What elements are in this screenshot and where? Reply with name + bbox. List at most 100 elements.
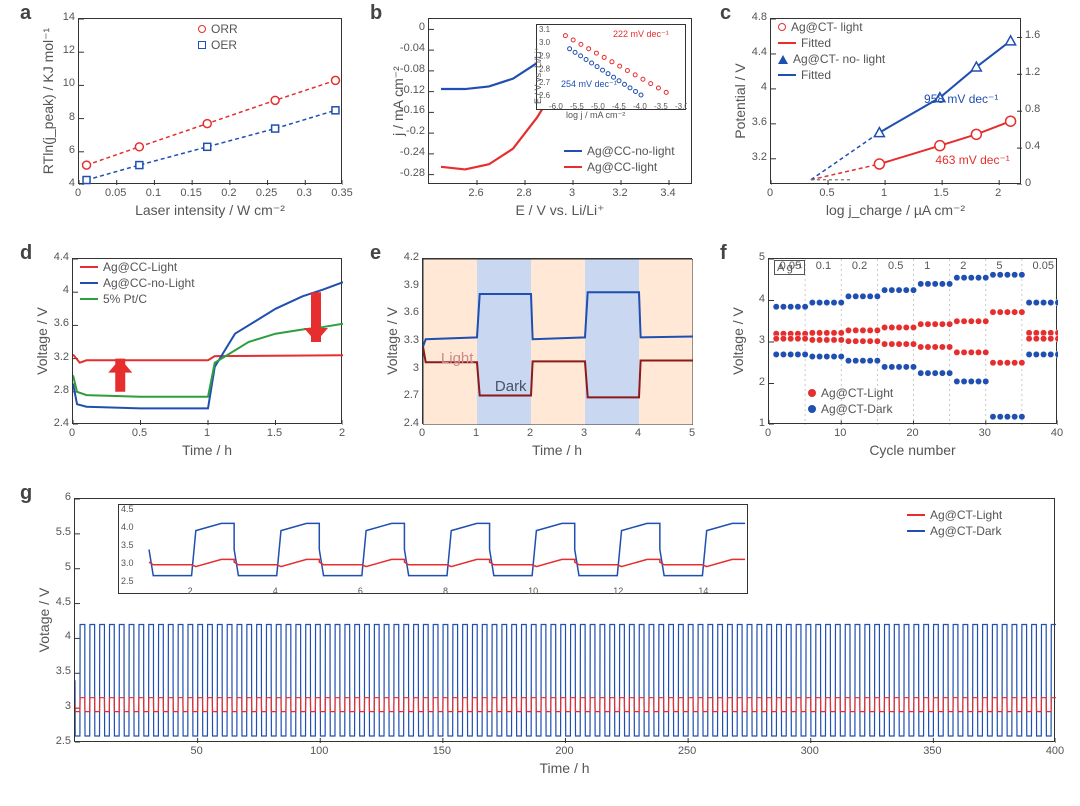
rate-label: 1 [924,260,930,272]
svg-text:-4.0: -4.0 [633,102,647,111]
xtick: 2.8 [509,187,539,199]
panel-label: a [20,2,31,25]
ylabel: j / mA cm⁻² [390,18,407,184]
xtick: 0.15 [176,187,206,199]
rate-label: 5 [996,260,1002,272]
legend-item: Ag@CC-no-light [564,144,675,158]
legend-label: Ag@CC-no-light [587,144,675,158]
panel-d: d00.511.522.42.83.23.644.4Time / hVoltag… [20,246,350,466]
svg-text:6: 6 [358,586,363,595]
ylabel: RTln(j_peak) / KJ mol⁻¹ [40,18,57,184]
rate-label: 0.05 [1033,260,1054,272]
legend-swatch [80,282,98,284]
legend: Ag@CC-no-light Ag@CC-light [564,144,675,176]
inset: 2.62.72.82.93.03.1-6.0-5.5-5.0-4.5-4.0-3… [536,24,686,110]
legend-item: 5% Pt/C [80,292,195,306]
legend: Ag@CT-Light Ag@CT-Dark [808,386,893,418]
legend-label: Fitted [801,68,831,82]
xtick: 100 [304,745,334,757]
legend-label: Ag@CT-Dark [930,524,1002,538]
legend-item: Fitted [778,36,885,50]
ytick2: 0.4 [1025,140,1040,152]
xtick: 0.2 [214,187,244,199]
panel-g: g501001502002503003504002.533.544.555.56… [20,486,1065,786]
legend-label: Ag@CC-no-Light [103,276,195,290]
rate-label: 0.5 [888,260,903,272]
rate-label: 0.05 [780,260,801,272]
annot-red: 463 mV dec⁻¹ [935,153,1009,167]
panel-label: g [20,482,32,505]
svg-text:254 mV dec⁻¹: 254 mV dec⁻¹ [561,79,617,89]
xtick: 20 [898,427,928,439]
xtick: 0.1 [138,187,168,199]
svg-text:4.5: 4.5 [121,505,134,514]
legend-item: Ag@CT-Light [808,386,893,400]
rate-label: 0.1 [816,260,831,272]
legend: ORR OER [198,22,238,54]
legend-item: ORR [198,22,238,36]
svg-text:14: 14 [698,586,708,595]
svg-text:10: 10 [528,586,538,595]
legend-marker [778,23,786,31]
legend-item: Ag@CC-light [564,160,675,174]
xlabel: Cycle number [768,442,1057,458]
svg-text:-3.0: -3.0 [675,102,687,111]
legend: Ag@CT-Light Ag@CT-Dark [905,506,1004,542]
xlabel: Time / h [74,760,1055,776]
xtick: 3.4 [653,187,683,199]
legend-swatch [778,74,796,76]
legend-item: Ag@CT- light [778,20,885,34]
xtick: 40 [1042,427,1072,439]
xtick: 1.5 [260,427,290,439]
svg-text:222 mV dec⁻¹: 222 mV dec⁻¹ [613,29,669,39]
legend-item: Ag@CT- no- light [778,52,885,66]
legend-label: ORR [211,22,238,36]
stripe-label: Dark [495,378,527,395]
legend-item: OER [198,38,238,52]
legend-item: Fitted [778,68,885,82]
panel-label: d [20,242,32,265]
legend-item: Ag@CT-Dark [808,402,893,416]
panel-e: e0123452.42.733.33.63.94.2Time / hVoltag… [370,246,700,466]
xtick: 150 [427,745,457,757]
xtick: 1 [461,427,491,439]
rate-label: 2 [960,260,966,272]
xtick: 350 [917,745,947,757]
legend-label: Ag@CT- light [791,20,863,34]
xtick: 0.25 [252,187,282,199]
svg-text:3.5: 3.5 [121,540,134,550]
legend-label: 5% Pt/C [103,292,147,306]
xtick: 0.5 [125,427,155,439]
xtick: 10 [825,427,855,439]
xtick: 30 [970,427,1000,439]
svg-text:4: 4 [273,586,278,595]
xtick: 3 [569,427,599,439]
legend-swatch [564,166,582,168]
xtick: 0 [755,187,785,199]
legend: Ag@CC-Light Ag@CC-no-Light 5% Pt/C [80,260,195,308]
svg-text:3.0: 3.0 [121,558,134,568]
xlabel: Time / h [72,442,342,458]
ytick2: 0.8 [1025,103,1040,115]
xlabel: E / V vs. Li/Li⁺ [428,202,692,219]
panel-label: c [720,2,731,25]
xtick: 2 [515,427,545,439]
ylabel: Voltage / V [730,258,746,424]
legend-label: Fitted [801,36,831,50]
legend-swatch [80,266,98,268]
inset-ylabel: E / V vs. Li/Li⁺ [533,18,544,104]
legend-label: Ag@CT-Light [930,508,1002,522]
legend: Ag@CT- light Fitted Ag@CT- no- light Fitted [778,20,885,84]
legend-marker [808,405,816,413]
legend-label: Ag@CC-Light [103,260,177,274]
legend-marker [198,25,206,33]
xtick: 0.5 [812,187,842,199]
xtick: 1 [869,187,899,199]
panel-f: f01020304012345Cycle numberVoltage / VA … [720,246,1065,466]
legend-swatch [907,514,925,516]
ylabel: Voltage / V [384,258,400,424]
legend-item: Ag@CC-no-Light [80,276,195,290]
legend-swatch [778,42,796,44]
xtick: 5 [677,427,707,439]
xtick: 3 [557,187,587,199]
